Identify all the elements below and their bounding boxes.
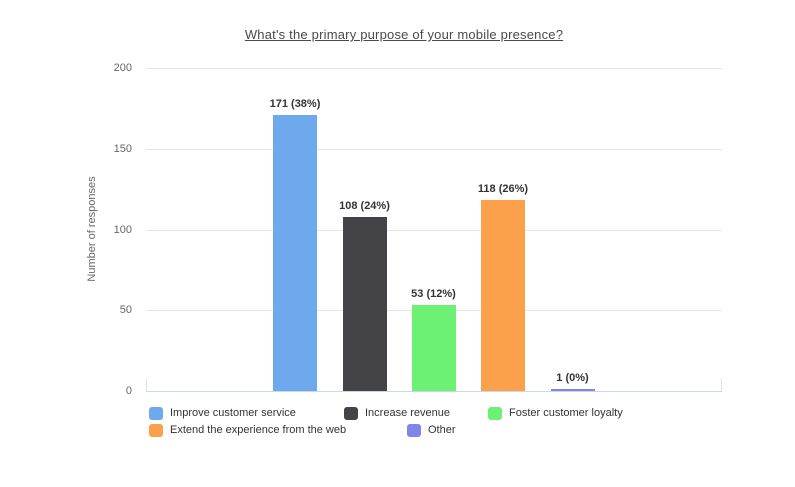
bar-2 <box>342 216 387 391</box>
y-tick-label: 200 <box>113 62 132 74</box>
legend-item[interactable]: Foster customer loyalty <box>488 406 623 420</box>
legend-item[interactable]: Extend the experience from the web <box>149 423 346 437</box>
legend-label: Extend the experience from the web <box>170 423 347 436</box>
y-tick-label: 50 <box>119 304 132 317</box>
x-axis-right-cap <box>721 378 722 391</box>
legend-label: Improve customer service <box>170 406 296 419</box>
legend-label: Other <box>428 423 456 436</box>
legend-swatch-icon <box>344 406 358 420</box>
bar-value-label: 108 (24%) <box>339 199 390 212</box>
bar-5 <box>550 389 595 391</box>
legend-swatch-icon <box>149 406 163 420</box>
chart-title: What's the primary purpose of your mobil… <box>244 27 564 42</box>
y-tick-label: 100 <box>113 223 132 236</box>
y-gridline <box>146 148 722 150</box>
y-tick-label: 0 <box>125 385 132 397</box>
legend-item[interactable]: Improve customer service <box>149 406 296 420</box>
legend-item[interactable]: Other <box>407 423 456 437</box>
bar-1 <box>273 114 317 391</box>
x-axis-line <box>146 391 722 392</box>
y-tick-label: 150 <box>113 142 132 155</box>
legend-swatch-icon <box>407 423 421 437</box>
legend-swatch-icon <box>149 423 163 437</box>
x-axis-left-cap <box>146 378 147 391</box>
bar-value-label: 53 (12%) <box>411 288 456 301</box>
bar-value-label: 1 (0%) <box>556 372 589 385</box>
legend-label: Foster customer loyalty <box>509 406 623 419</box>
y-gridline <box>146 229 722 231</box>
y-gridline <box>146 68 722 69</box>
bar-value-label: 118 (26%) <box>477 183 529 196</box>
bar-value-label: 171 (38%) <box>269 97 321 110</box>
legend-item[interactable]: Increase revenue <box>344 406 450 420</box>
bar-4 <box>481 200 525 391</box>
legend-swatch-icon <box>488 406 502 420</box>
bar-3 <box>411 305 456 391</box>
legend-label: Increase revenue <box>365 406 450 419</box>
